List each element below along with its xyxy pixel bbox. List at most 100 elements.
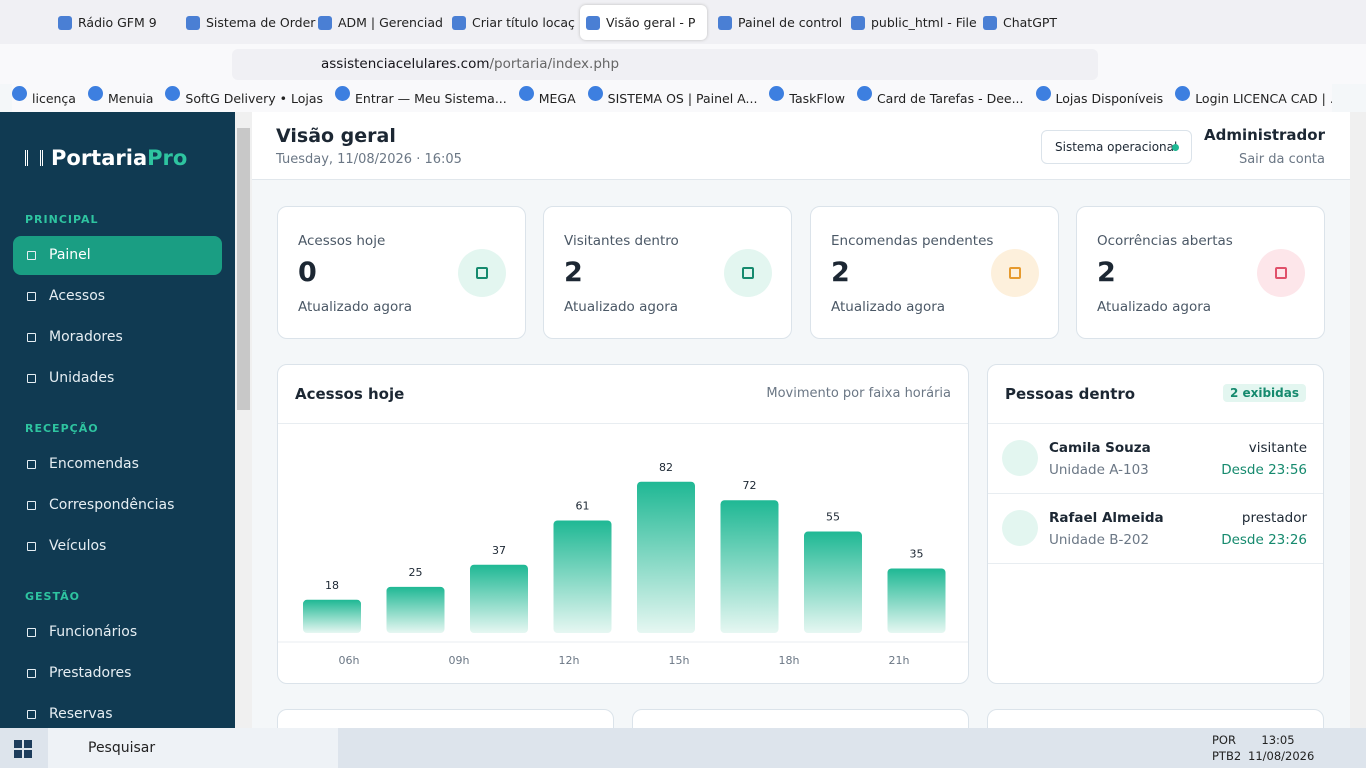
bookmark-label: licença — [32, 91, 76, 106]
nav-item[interactable]: Painel — [13, 236, 222, 275]
start[interactable] — [14, 740, 32, 758]
bookmark-icon — [587, 86, 603, 101]
bookmark[interactable]: MEGA — [518, 85, 576, 112]
favicon — [983, 16, 997, 30]
people-title: Pessoas dentro — [1005, 385, 1136, 403]
x-tick-label: 09h — [449, 654, 470, 667]
nav-item[interactable]: Encomendas — [13, 445, 222, 484]
scrollbar[interactable] — [1350, 112, 1366, 728]
stat-note: Atualizado agora — [831, 299, 946, 315]
x-tick-label: 18h — [779, 654, 800, 667]
time: 13:05 — [1261, 733, 1295, 747]
nav-label: Encomendas — [49, 456, 139, 472]
scrollbar[interactable] — [235, 112, 252, 728]
tab[interactable]: ChatGPT — [977, 8, 1113, 38]
tab-title: ChatGPT — [1003, 15, 1058, 30]
nav-item[interactable]: Prestadores — [13, 654, 222, 693]
nav-icon — [27, 374, 36, 383]
person-since: Desde 23:56 — [1221, 462, 1307, 478]
nav-icon — [27, 501, 36, 510]
stat-icon — [458, 249, 506, 297]
bar — [303, 599, 361, 633]
bookmark[interactable]: Login LICENCA CAD | ... — [1175, 85, 1332, 112]
value-label: 82 — [659, 461, 673, 474]
value-label: 25 — [409, 566, 423, 579]
nav-label: Unidades — [49, 370, 115, 386]
stat-label: Acessos hoje — [298, 233, 386, 249]
clock: 13:05 11/08/2026 — [1248, 732, 1315, 764]
nav-label: Moradores — [49, 329, 123, 345]
tab[interactable]: Painel de control — [712, 8, 858, 38]
value-label: 37 — [492, 544, 506, 557]
nav-item[interactable]: Moradores — [13, 318, 222, 357]
tab[interactable]: Visão geral - P — [580, 8, 702, 38]
tab[interactable]: public_html - File — [845, 8, 989, 38]
bookmark[interactable]: SoftG Delivery • Lojas — [165, 85, 323, 112]
person-type: prestador — [1241, 510, 1307, 526]
nav-icon — [27, 292, 36, 301]
nav-item[interactable]: Veículos — [13, 527, 222, 566]
nav-icon — [27, 669, 36, 678]
tab[interactable]: ADM | Gerenciad — [312, 8, 458, 38]
bookmark-icon — [1175, 86, 1191, 101]
bookmark[interactable]: Lojas Disponíveis — [1035, 85, 1164, 112]
icon-glyph — [1275, 267, 1287, 279]
favicon — [718, 16, 732, 30]
nav-label: Painel — [49, 247, 91, 263]
tab[interactable]: Rádio GFM 9 — [52, 8, 190, 38]
bookmark[interactable]: TaskFlow — [769, 85, 845, 112]
bookmark-icon — [769, 86, 785, 101]
nav-item[interactable]: Reservas — [13, 695, 222, 734]
tab[interactable]: Criar título locaç — [446, 8, 590, 38]
icon-glyph — [742, 267, 754, 279]
nav-item[interactable]: Unidades — [13, 359, 222, 398]
stat-note: Atualizado agora — [564, 299, 679, 315]
bookmark-icon — [87, 86, 103, 101]
bookmark[interactable]: Card de Tarefas - Dee... — [856, 85, 1024, 112]
person-row[interactable]: Camila Souza Unidade A-103 visitante Desde … — [988, 424, 1323, 494]
x-tick-label: 15h — [669, 654, 690, 667]
bar — [637, 481, 695, 633]
bookmark-label: SISTEMA OS | Painel A... — [607, 91, 758, 106]
tab-title: Visão geral - P — [606, 15, 696, 30]
person-type: visitante — [1248, 440, 1307, 456]
icon-glyph — [476, 267, 488, 279]
nav-item[interactable]: Acessos — [13, 277, 222, 316]
logout[interactable]: Sair da conta — [1238, 152, 1325, 167]
nav-icon — [27, 542, 36, 551]
bookmark[interactable]: licença — [12, 85, 76, 112]
stat-icon — [724, 249, 772, 297]
stat-value: 2 — [831, 257, 850, 288]
url-bar[interactable]: assistenciacelulares.com/portaria/index.… — [232, 49, 1098, 80]
bookmark[interactable]: Menuia — [87, 85, 153, 112]
stat-note: Atualizado agora — [298, 299, 413, 315]
tab[interactable]: Sistema de Order — [180, 8, 328, 38]
bookmark[interactable]: SISTEMA OS | Painel A... — [587, 85, 758, 112]
search[interactable]: Pesquisar — [48, 728, 338, 768]
nav-section: PRINCIPAL — [25, 213, 99, 226]
person-name: Camila Souza — [1049, 440, 1151, 456]
nav-label: Funcionários — [49, 624, 138, 640]
value-label: 72 — [743, 479, 757, 492]
value-label: 55 — [826, 511, 840, 524]
x-tick-label: 21h — [889, 654, 910, 667]
bookmark[interactable]: Entrar — Meu Sistema... — [335, 85, 507, 112]
person-row[interactable]: Rafael Almeida Unidade B-202 prestador Desd… — [988, 494, 1323, 564]
nav-item[interactable]: Funcionários — [13, 613, 222, 652]
stat-card: Ocorrências abertas 2 Atualizado agora — [1076, 206, 1325, 339]
nav-item[interactable]: Correspondências — [13, 486, 222, 525]
bookmark-label: Lojas Disponíveis — [1055, 91, 1164, 106]
stat-icon — [991, 249, 1039, 297]
bookmark-label: MEGA — [538, 91, 576, 106]
nav-section: RECEPÇÃO — [25, 422, 99, 435]
header: Visão geral Tuesday, 11/08/2026 · 16:05 … — [252, 112, 1350, 180]
date: 11/08/2026 — [1248, 749, 1315, 763]
url-path: /portaria/index.php — [489, 56, 620, 72]
nav-label: Correspondências — [49, 497, 175, 513]
tab-title: Painel de control — [738, 15, 843, 30]
nav-section: GESTÃO — [25, 590, 80, 603]
bookmark-label: Login LICENCA CAD | ... — [1195, 91, 1332, 106]
stat-card: Acessos hoje 0 Atualizado agora — [277, 206, 526, 339]
favicon — [58, 16, 72, 30]
